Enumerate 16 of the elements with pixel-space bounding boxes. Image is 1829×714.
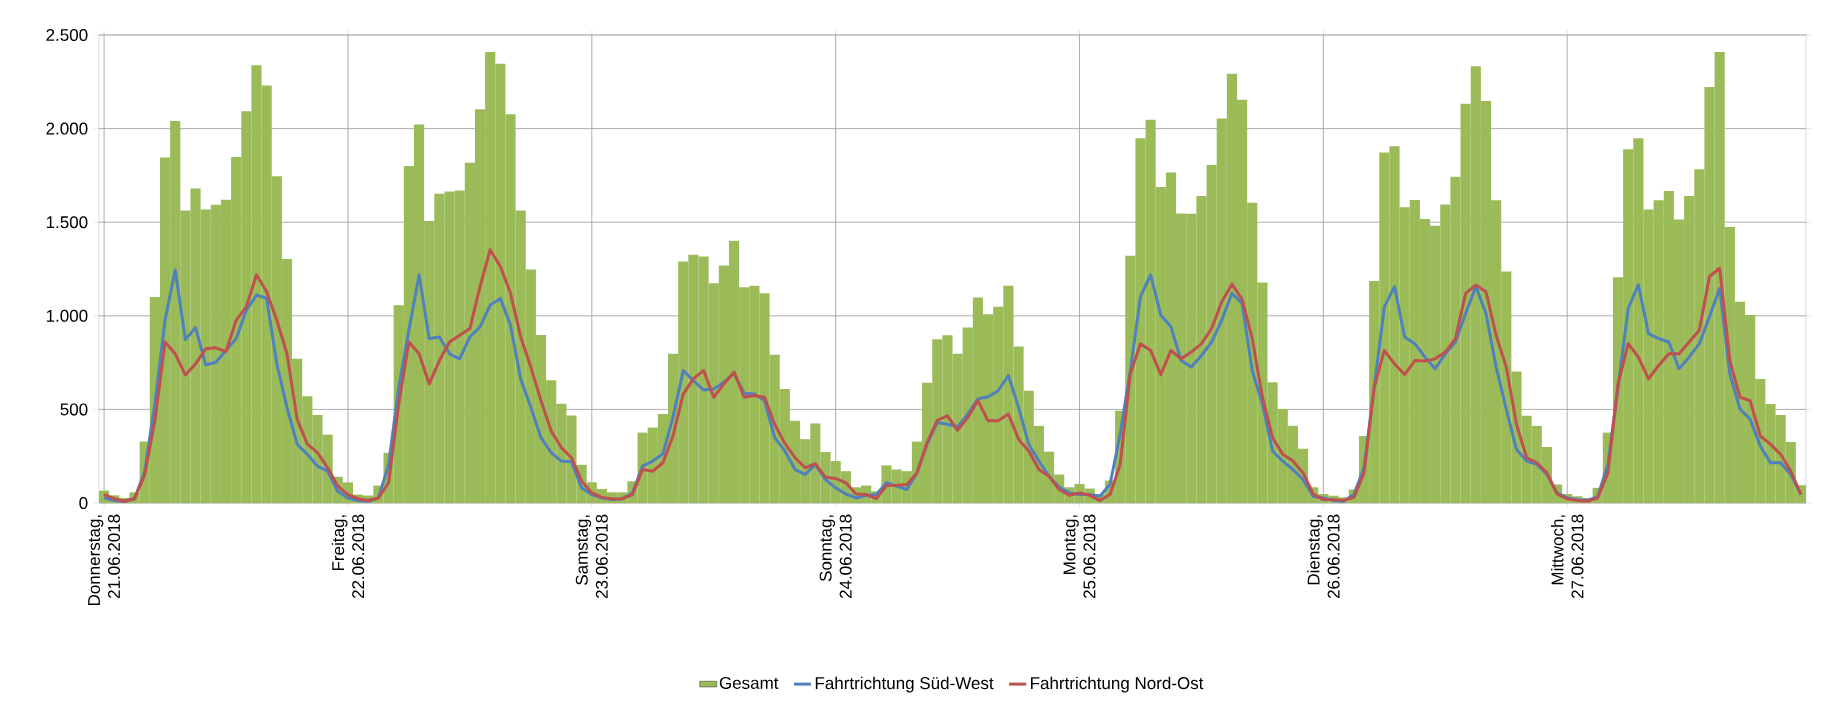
x-tick-label: Freitag, 22.06.2018	[331, 514, 365, 599]
x-tick-label: Samstag, 23.06.2018	[575, 514, 608, 599]
x-tick-label: Dienstag, 26.06.2018	[1307, 514, 1340, 599]
y-tick-label: 0	[79, 496, 88, 510]
legend-label: Fahrtrichtung Süd-West	[815, 676, 994, 693]
x-tick-label: Sonntag, 24.06.2018	[819, 514, 852, 599]
y-tick-label: 2.500	[46, 28, 88, 42]
x-tick-label: Montag, 25.06.2018	[1063, 514, 1096, 599]
x-tick-label: Mittwoch, 27.06.2018	[1551, 514, 1584, 599]
legend-label: Fahrtrichtung Nord-Ost	[1031, 676, 1204, 693]
y-tick-label: 2.000	[46, 122, 88, 135]
x-tick-label: Donnerstag, 21.06.2018	[88, 514, 121, 606]
y-tick-label: 1.500	[46, 216, 88, 229]
y-tick-label: 1.000	[46, 309, 88, 322]
y-tick-label: 500	[60, 403, 88, 416]
legend-label: Gesamt	[719, 676, 779, 689]
